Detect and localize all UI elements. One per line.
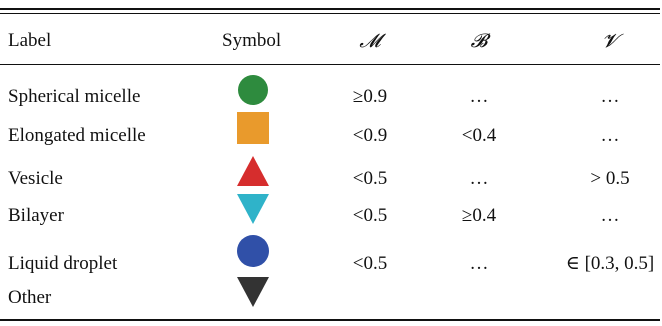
red-triangle-shape <box>237 156 269 186</box>
black-triangle-shape <box>237 277 269 307</box>
black-triangle-down-icon <box>236 276 270 308</box>
green-circle-icon <box>237 74 269 106</box>
row-m-value: <0.5 <box>352 168 388 189</box>
row-v-value: ∈ [0.3, 0.5] <box>565 253 655 274</box>
row-v-value: … <box>600 125 620 146</box>
red-triangle-up-icon <box>236 155 270 187</box>
header-m: 𝓜 <box>359 30 381 52</box>
table-top-rule-inner <box>0 13 660 15</box>
row-m-value: <0.5 <box>352 205 388 226</box>
orange-square-shape <box>237 112 269 144</box>
green-circle-shape <box>238 75 268 105</box>
table-bottom-rule <box>0 319 660 321</box>
header-label: Label <box>8 30 52 51</box>
table-header-rule <box>0 64 660 66</box>
blue-circle-shape <box>237 235 269 267</box>
row-b-value: … <box>469 168 489 189</box>
row-v-value: > 0.5 <box>590 168 630 189</box>
row-label: Other <box>8 287 52 308</box>
row-label: Spherical micelle <box>8 86 141 107</box>
row-b-value: <0.4 <box>461 125 497 146</box>
header-b: 𝓑 <box>470 30 488 52</box>
table-top-rule <box>0 8 660 10</box>
header-v: 𝓥 <box>602 30 618 52</box>
row-m-value: ≥0.9 <box>352 86 388 107</box>
row-label: Elongated micelle <box>8 125 146 146</box>
cyan-triangle-shape <box>237 194 269 224</box>
row-label: Bilayer <box>8 205 64 226</box>
header-symbol: Symbol <box>222 30 282 51</box>
row-v-value: … <box>600 86 620 107</box>
row-m-value: <0.5 <box>352 253 388 274</box>
row-label: Vesicle <box>8 168 63 189</box>
row-m-value: <0.9 <box>352 125 388 146</box>
row-b-value: … <box>469 253 489 274</box>
row-b-value: … <box>469 86 489 107</box>
row-b-value: ≥0.4 <box>461 205 497 226</box>
row-v-value: … <box>600 205 620 226</box>
blue-circle-icon <box>236 234 270 268</box>
row-label: Liquid droplet <box>8 253 118 274</box>
orange-square-icon <box>236 111 270 145</box>
cyan-triangle-down-icon <box>236 193 270 225</box>
